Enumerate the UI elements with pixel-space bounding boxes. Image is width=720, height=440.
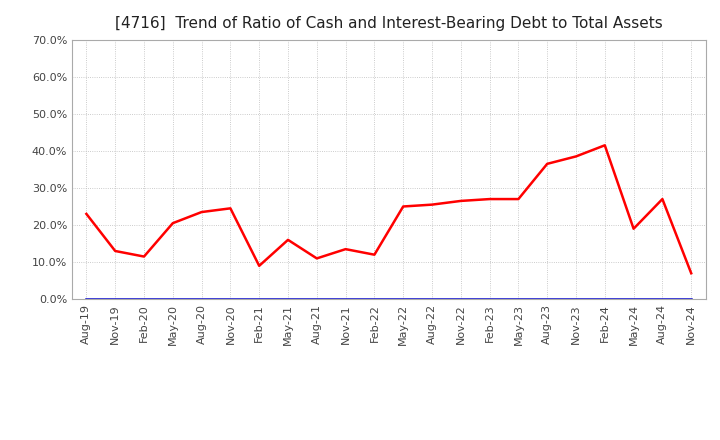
Cash <box>543 161 552 166</box>
Cash <box>687 271 696 276</box>
Interest-Bearing Debt <box>140 297 148 302</box>
Cash <box>370 252 379 257</box>
Cash <box>197 209 206 215</box>
Interest-Bearing Debt <box>111 297 120 302</box>
Interest-Bearing Debt <box>255 297 264 302</box>
Interest-Bearing Debt <box>456 297 465 302</box>
Interest-Bearing Debt <box>687 297 696 302</box>
Cash <box>140 254 148 259</box>
Cash <box>485 196 494 202</box>
Cash <box>658 196 667 202</box>
Interest-Bearing Debt <box>572 297 580 302</box>
Interest-Bearing Debt <box>341 297 350 302</box>
Interest-Bearing Debt <box>82 297 91 302</box>
Interest-Bearing Debt <box>312 297 321 302</box>
Interest-Bearing Debt <box>226 297 235 302</box>
Cash <box>399 204 408 209</box>
Cash <box>168 220 177 226</box>
Cash <box>629 226 638 231</box>
Cash <box>572 154 580 159</box>
Interest-Bearing Debt <box>168 297 177 302</box>
Cash <box>341 246 350 252</box>
Interest-Bearing Debt <box>370 297 379 302</box>
Cash <box>456 198 465 204</box>
Cash <box>600 143 609 148</box>
Interest-Bearing Debt <box>197 297 206 302</box>
Cash <box>82 211 91 216</box>
Line: Cash: Cash <box>86 145 691 273</box>
Interest-Bearing Debt <box>399 297 408 302</box>
Interest-Bearing Debt <box>658 297 667 302</box>
Cash <box>312 256 321 261</box>
Title: [4716]  Trend of Ratio of Cash and Interest-Bearing Debt to Total Assets: [4716] Trend of Ratio of Cash and Intere… <box>115 16 662 32</box>
Cash <box>514 196 523 202</box>
Interest-Bearing Debt <box>428 297 436 302</box>
Cash <box>428 202 436 207</box>
Cash <box>284 237 292 242</box>
Interest-Bearing Debt <box>514 297 523 302</box>
Interest-Bearing Debt <box>629 297 638 302</box>
Interest-Bearing Debt <box>284 297 292 302</box>
Cash <box>255 263 264 268</box>
Interest-Bearing Debt <box>543 297 552 302</box>
Cash <box>111 248 120 253</box>
Interest-Bearing Debt <box>485 297 494 302</box>
Cash <box>226 205 235 211</box>
Interest-Bearing Debt <box>600 297 609 302</box>
